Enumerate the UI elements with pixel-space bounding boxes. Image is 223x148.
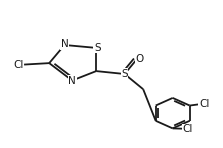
Text: S: S	[94, 43, 101, 53]
Text: Cl: Cl	[199, 99, 209, 109]
Text: N: N	[61, 39, 68, 49]
Text: Cl: Cl	[13, 60, 24, 70]
Text: Cl: Cl	[183, 124, 193, 134]
Text: S: S	[121, 69, 128, 79]
Text: N: N	[68, 75, 76, 86]
Text: O: O	[135, 54, 143, 64]
